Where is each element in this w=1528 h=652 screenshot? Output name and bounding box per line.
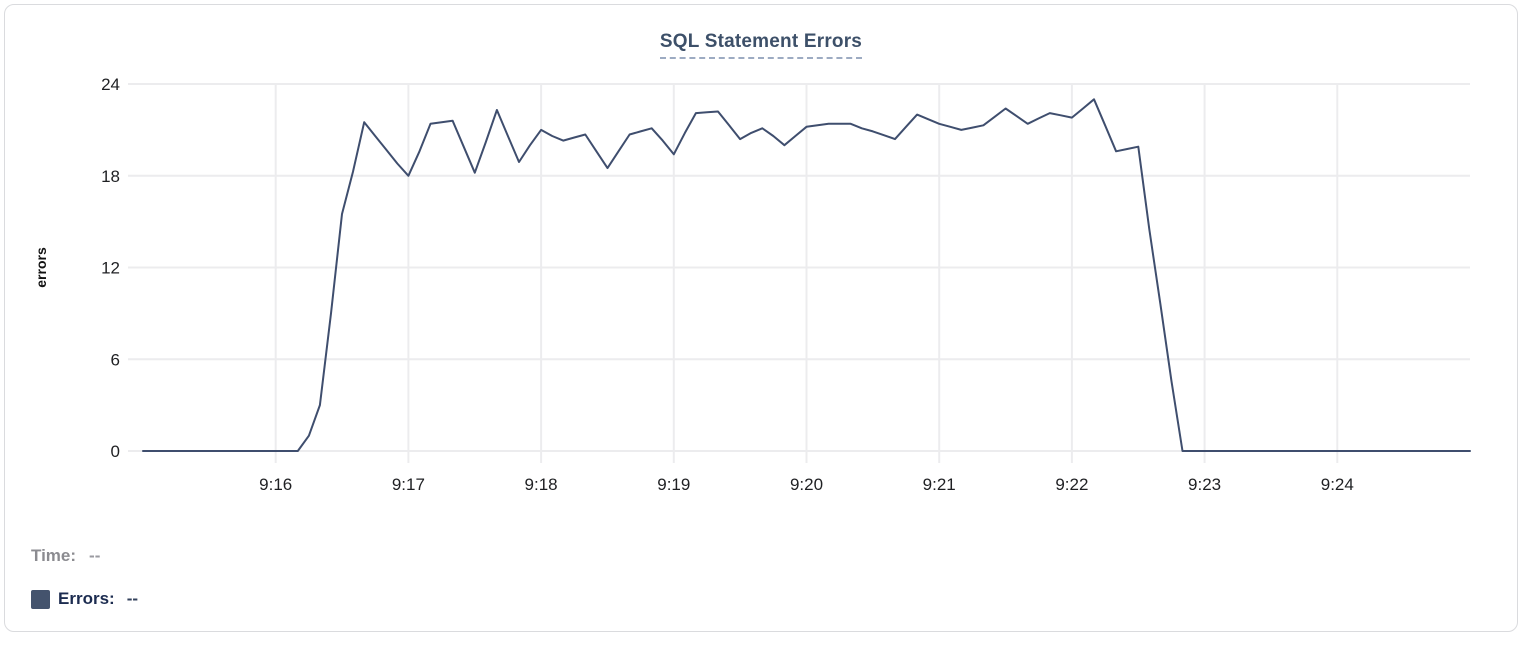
- svg-text:24: 24: [101, 75, 120, 94]
- svg-text:9:16: 9:16: [259, 475, 292, 494]
- svg-text:9:18: 9:18: [525, 475, 558, 494]
- svg-text:12: 12: [101, 259, 120, 278]
- errors-label: Errors:: [58, 589, 115, 608]
- svg-text:0: 0: [111, 442, 120, 461]
- time-label: Time:: [31, 546, 77, 565]
- svg-text:9:20: 9:20: [790, 475, 823, 494]
- svg-text:18: 18: [101, 167, 120, 186]
- svg-text:9:23: 9:23: [1188, 475, 1221, 494]
- time-value: --: [89, 546, 101, 565]
- time-readout-row: Time: --: [31, 545, 531, 567]
- svg-text:9:24: 9:24: [1321, 475, 1354, 494]
- svg-text:9:22: 9:22: [1055, 475, 1088, 494]
- svg-text:errors: errors: [33, 247, 49, 288]
- hover-readout-legend: Time: -- Errors: --: [31, 545, 531, 631]
- chart-title[interactable]: SQL Statement Errors: [659, 31, 863, 59]
- chart-header: SQL Statement Errors: [5, 31, 1517, 59]
- svg-text:9:17: 9:17: [392, 475, 425, 494]
- svg-text:9:19: 9:19: [657, 475, 690, 494]
- errors-value: --: [126, 589, 139, 608]
- svg-text:9:21: 9:21: [923, 475, 956, 494]
- errors-series-swatch-icon: [31, 589, 50, 609]
- svg-text:6: 6: [111, 350, 120, 369]
- chart-card: SQL Statement Errors Time: -- Errors: --: [4, 4, 1518, 632]
- errors-readout-row: Errors: --: [31, 588, 531, 610]
